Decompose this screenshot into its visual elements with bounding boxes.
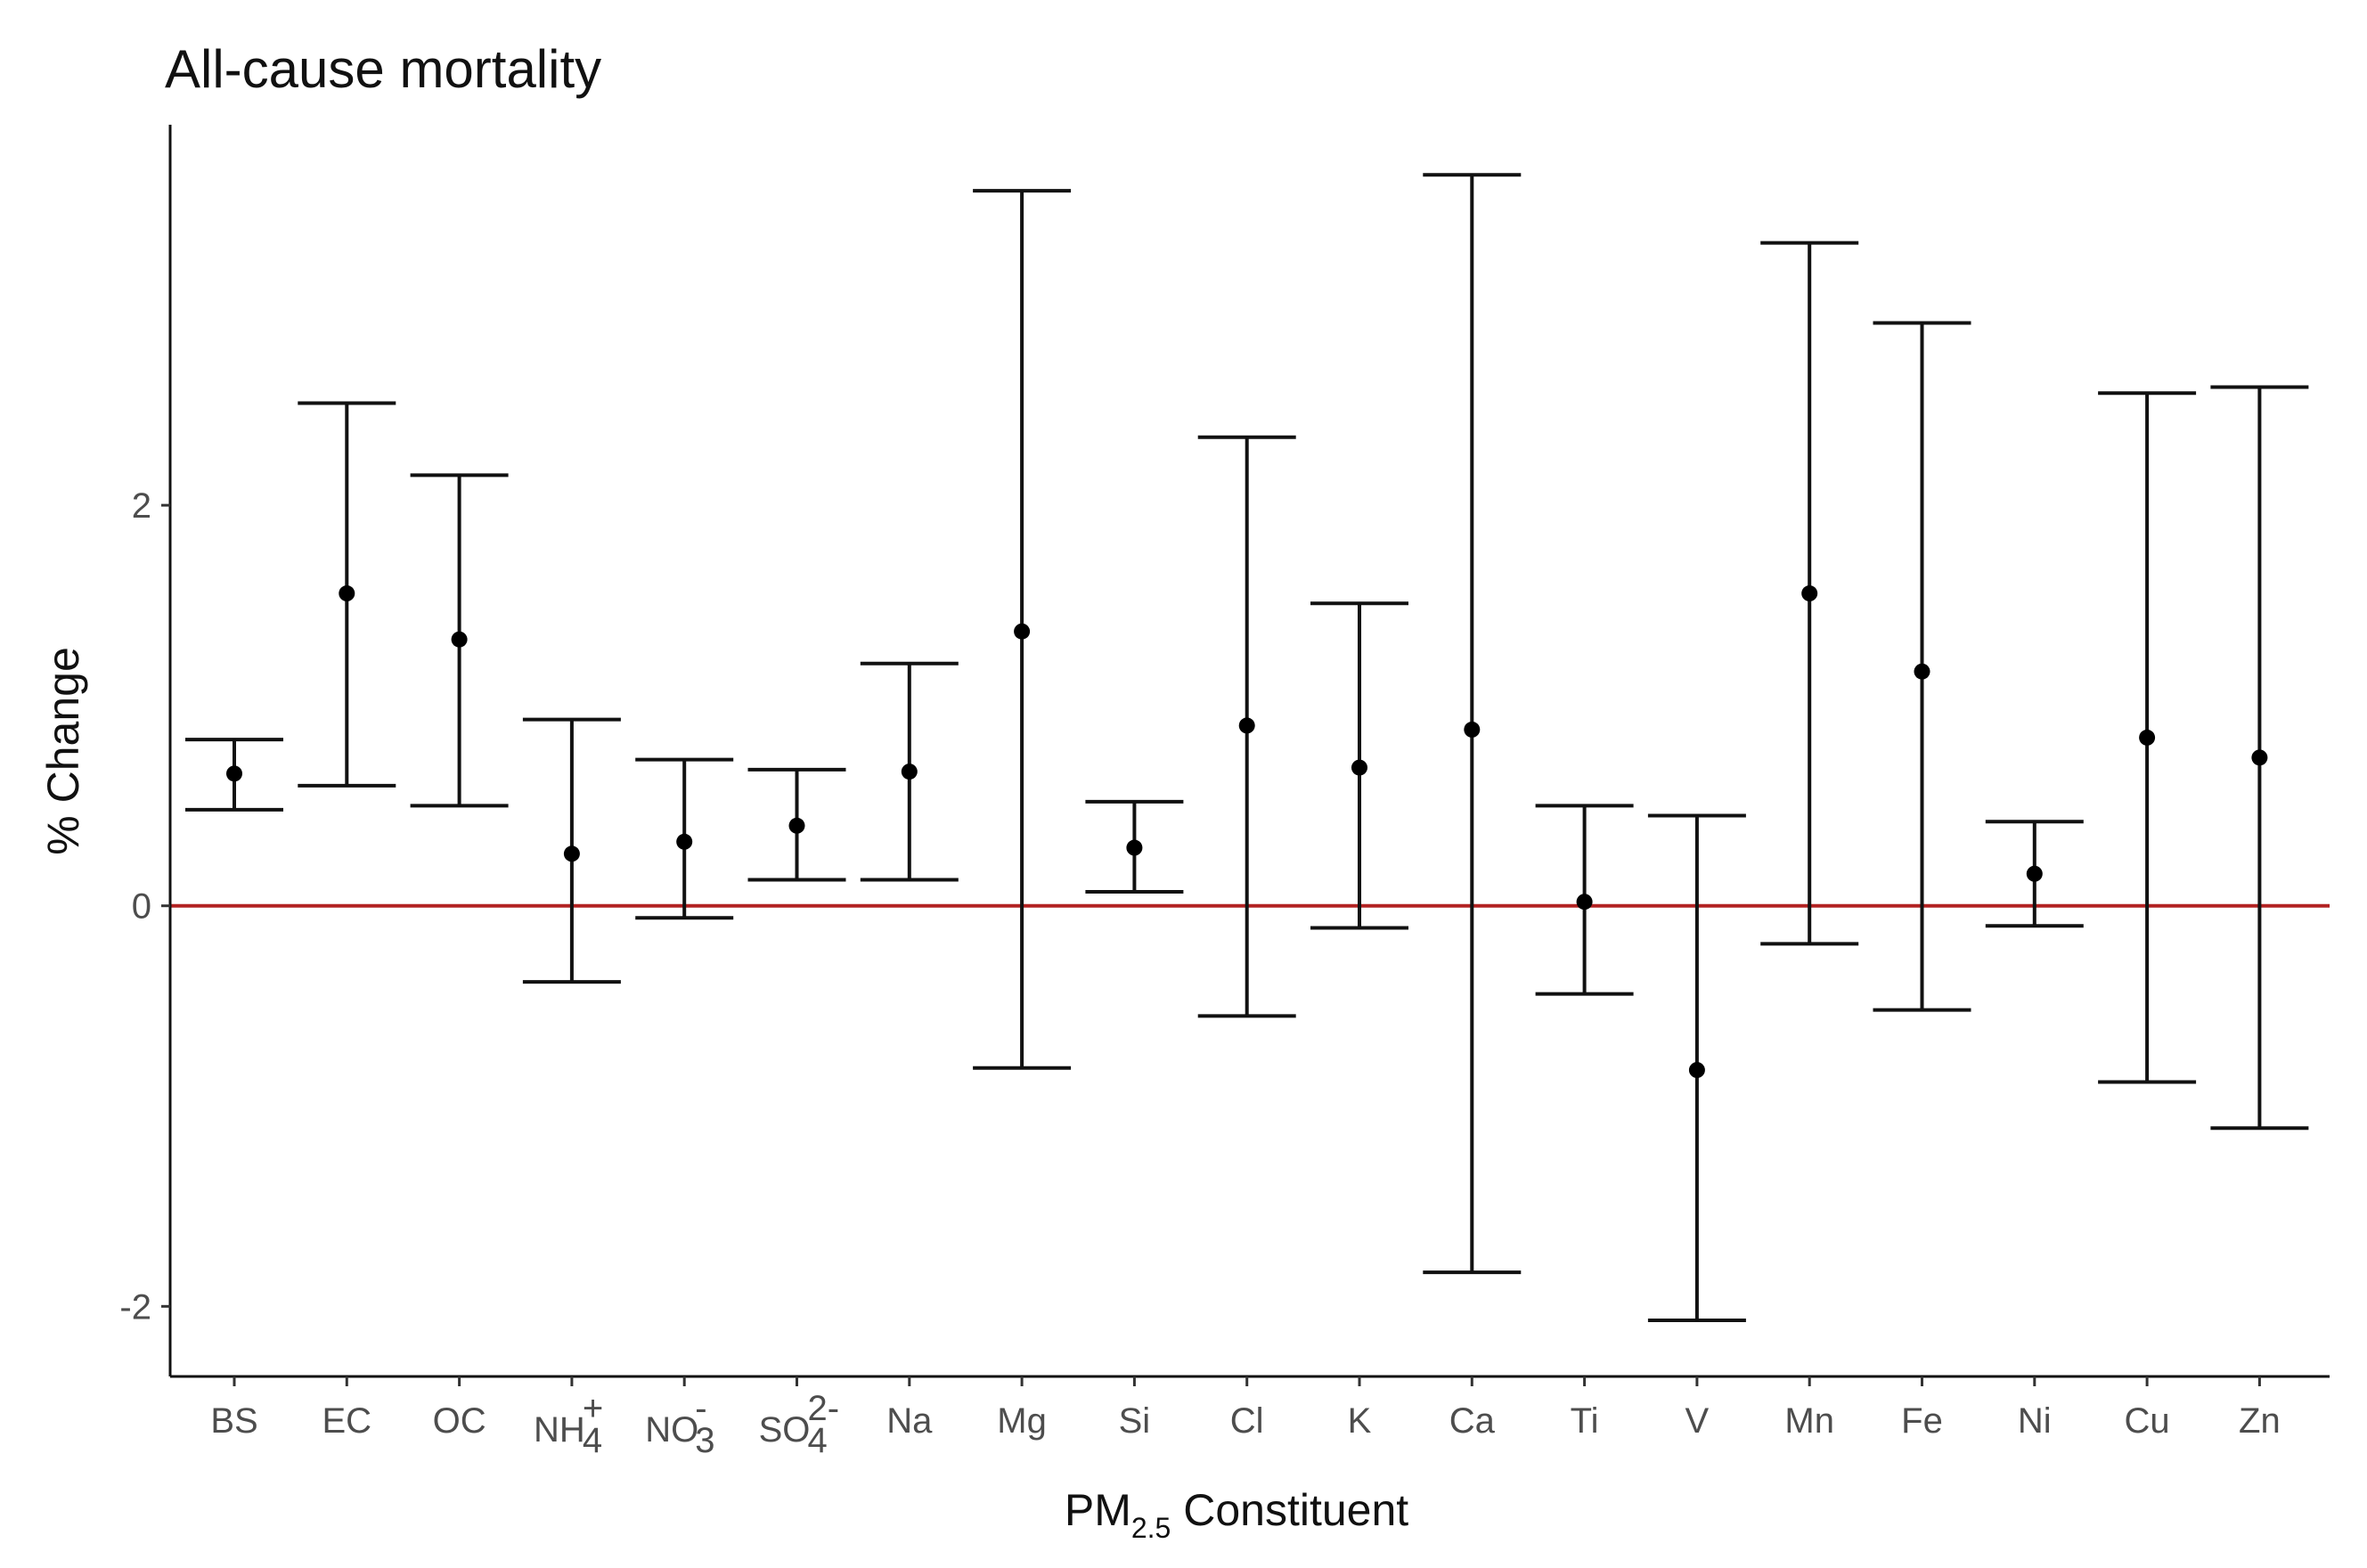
errorbar-bs (185, 738, 283, 812)
x-tick-label: Mg (997, 1401, 1047, 1441)
errorbar-so (747, 767, 846, 882)
point-estimate (1801, 585, 1818, 602)
errorbar-ec (298, 401, 396, 788)
errorbar-no (635, 757, 734, 920)
x-tick-label: Mn (1784, 1401, 1834, 1441)
point-estimate (1014, 623, 1031, 640)
point-estimate (1464, 721, 1481, 738)
x-tick-label: NH (534, 1410, 585, 1450)
errorbar-mn (1760, 241, 1859, 946)
x-tick-label: Cl (1230, 1401, 1264, 1441)
point-estimate (1914, 663, 1930, 680)
errorbar-fe (1873, 321, 1971, 1012)
errorbar-ca (1423, 173, 1522, 1275)
errorbar-ni (1985, 820, 2084, 928)
y-tick-label: -2 (119, 1287, 151, 1327)
x-tick-label-sub: 4 (583, 1421, 602, 1460)
point-estimate (901, 764, 918, 780)
x-tick-label-sub: 4 (808, 1421, 828, 1460)
x-tick-label: Ni (2018, 1401, 2052, 1441)
errorbar-v (1647, 813, 1746, 1323)
x-tick-label-sup: 2- (808, 1389, 840, 1428)
x-tick-label: Ti (1571, 1401, 1599, 1441)
plot-area (170, 173, 2330, 1323)
errorbar-nh (522, 717, 621, 984)
errorbar-ti (1535, 804, 1634, 996)
point-estimate (563, 845, 580, 862)
point-estimate (1688, 1062, 1705, 1079)
x-tick-label: Si (1119, 1401, 1151, 1441)
y-tick-label: 2 (132, 486, 151, 526)
x-tick-label: SO (759, 1410, 811, 1450)
y-ticks: -2 0 2 (119, 486, 170, 1327)
point-estimate (2139, 729, 2156, 746)
point-estimate (339, 585, 355, 602)
errorbar-k (1310, 601, 1408, 930)
x-tick-label: EC (322, 1401, 372, 1441)
x-axis-label-sub: 2.5 (1131, 1512, 1171, 1544)
y-axis-label: % Change (38, 647, 88, 855)
errorbar-zn (2210, 385, 2309, 1131)
x-tick-label: Fe (1901, 1401, 1943, 1441)
point-estimate (1126, 839, 1143, 856)
point-estimate (788, 817, 805, 834)
x-axis-label-main: PM (1065, 1485, 1131, 1535)
errorbar-cl (1197, 435, 1296, 1018)
errorbar-oc (410, 473, 509, 808)
x-tick-label: Ca (1449, 1401, 1496, 1441)
x-tick-label: Na (886, 1401, 933, 1441)
point-estimate (1351, 759, 1367, 776)
x-tick-label: Cu (2125, 1401, 2170, 1441)
x-tick-label: BS (210, 1401, 257, 1441)
chart-title: All-cause mortality (165, 39, 601, 99)
x-tick-label: OC (433, 1401, 486, 1441)
point-estimate (226, 765, 242, 782)
x-tick-label: K (1348, 1401, 1372, 1441)
point-estimate (1238, 717, 1255, 734)
x-tick-label-sup: - (695, 1389, 706, 1428)
y-tick-label: 0 (132, 887, 151, 927)
x-tick-label: NO (645, 1410, 698, 1450)
errorbar-na (860, 661, 959, 882)
point-estimate (2251, 749, 2268, 766)
x-axis-label: PM2.5 Constituent (1065, 1485, 1408, 1544)
x-tick-label: V (1685, 1401, 1710, 1441)
x-tick-label-sub: 3 (695, 1421, 714, 1460)
point-estimate (451, 631, 468, 648)
errorbar-cu (2098, 391, 2197, 1084)
errorbar-si (1085, 799, 1184, 894)
x-tick-label-sup: + (583, 1389, 603, 1428)
point-estimate (1576, 894, 1593, 911)
point-estimate (2026, 865, 2043, 882)
x-axis-label-rest: Constituent (1171, 1485, 1408, 1535)
x-tick-label: Zn (2239, 1401, 2281, 1441)
point-estimate (676, 833, 693, 850)
errorbar-mg (973, 189, 1072, 1070)
